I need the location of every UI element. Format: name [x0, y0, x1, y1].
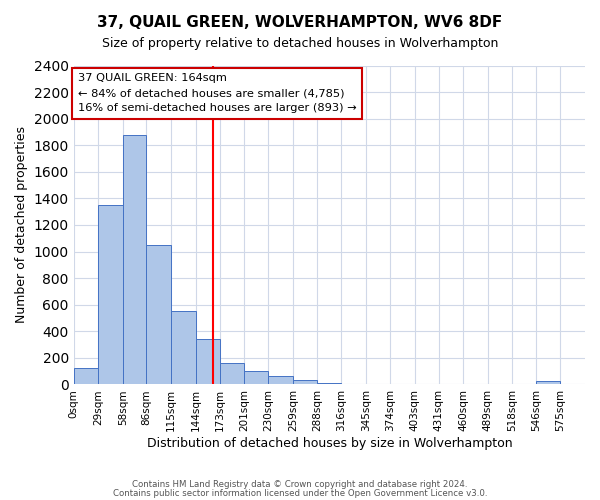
- Text: Contains HM Land Registry data © Crown copyright and database right 2024.: Contains HM Land Registry data © Crown c…: [132, 480, 468, 489]
- Text: Size of property relative to detached houses in Wolverhampton: Size of property relative to detached ho…: [102, 38, 498, 51]
- Bar: [98, 205, 123, 384]
- Text: 37 QUAIL GREEN: 164sqm
← 84% of detached houses are smaller (4,785)
16% of semi-: 37 QUAIL GREEN: 164sqm ← 84% of detached…: [78, 74, 356, 113]
- Text: 37, QUAIL GREEN, WOLVERHAMPTON, WV6 8DF: 37, QUAIL GREEN, WOLVERHAMPTON, WV6 8DF: [97, 15, 503, 30]
- X-axis label: Distribution of detached houses by size in Wolverhampton: Distribution of detached houses by size …: [146, 437, 512, 450]
- Bar: [146, 245, 171, 384]
- Bar: [74, 368, 98, 384]
- Y-axis label: Number of detached properties: Number of detached properties: [15, 126, 28, 324]
- Bar: [196, 340, 220, 384]
- Bar: [293, 380, 317, 384]
- Bar: [123, 134, 146, 384]
- Bar: [317, 383, 341, 384]
- Bar: [268, 376, 293, 384]
- Bar: [171, 312, 196, 384]
- Text: Contains public sector information licensed under the Open Government Licence v3: Contains public sector information licen…: [113, 489, 487, 498]
- Bar: [244, 370, 268, 384]
- Bar: [536, 381, 560, 384]
- Bar: [220, 363, 244, 384]
